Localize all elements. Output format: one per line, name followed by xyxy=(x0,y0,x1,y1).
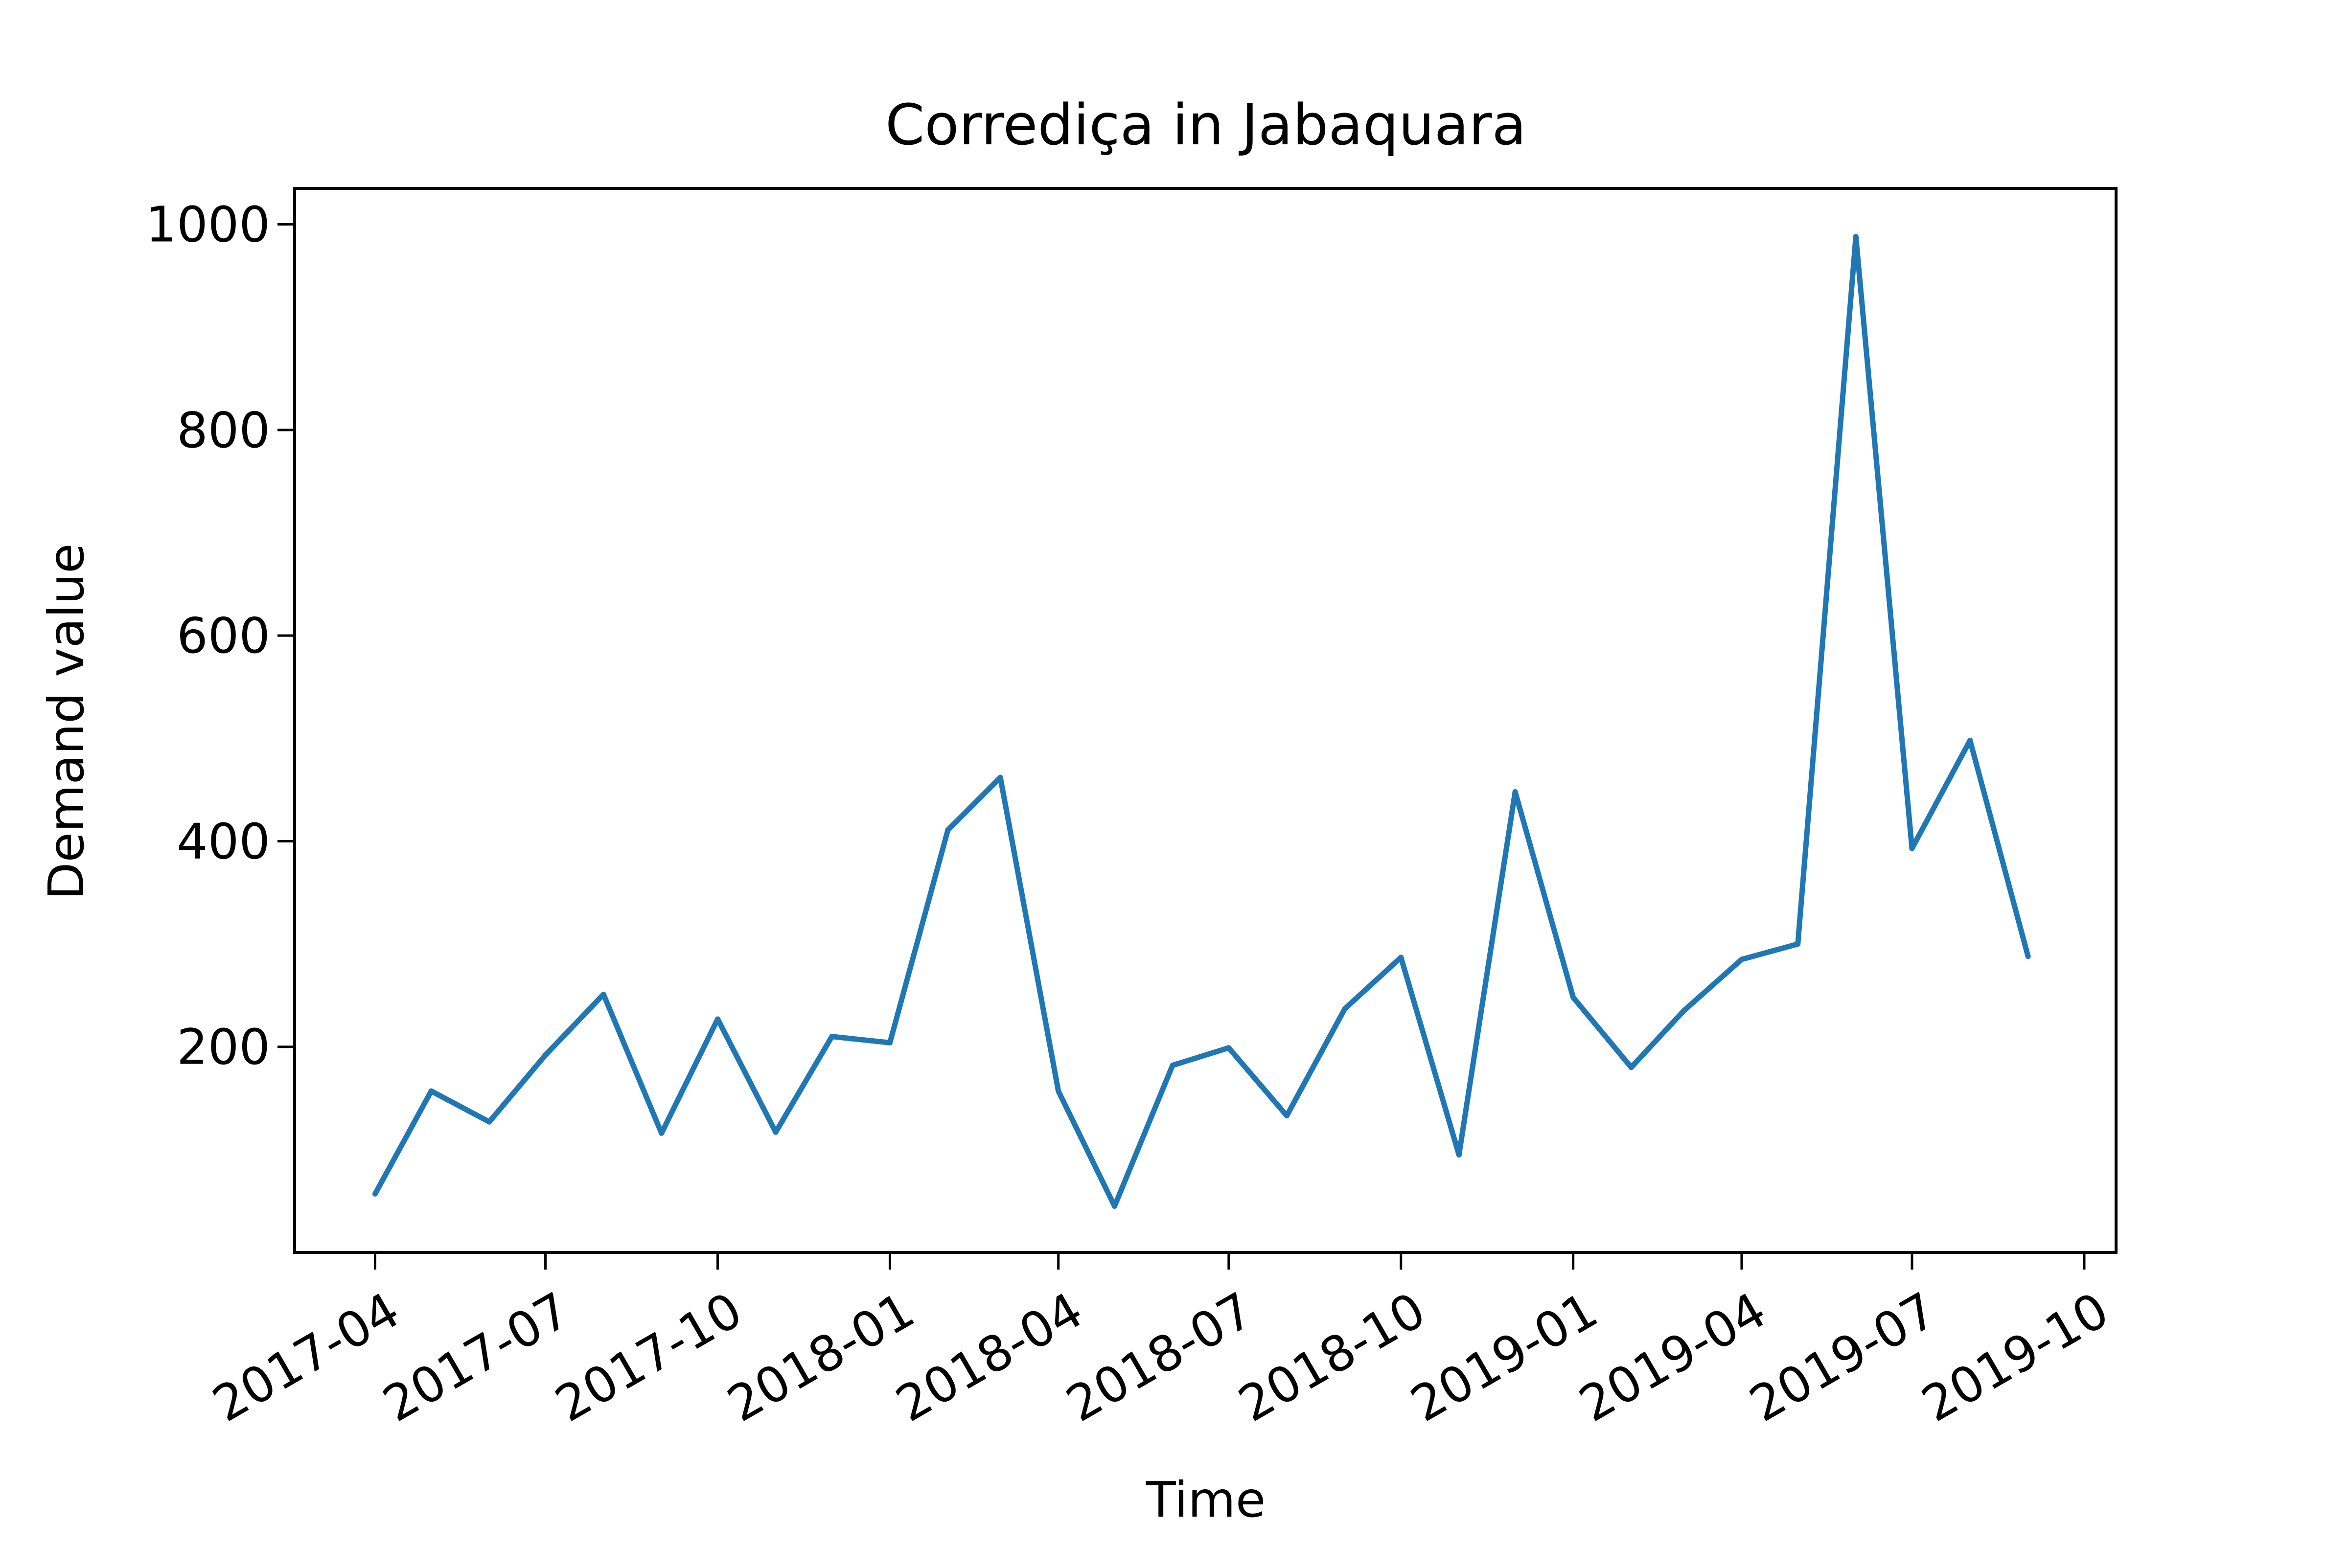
x-tick-label: 2017-07 xyxy=(373,1281,579,1433)
y-axis-label: Demand value xyxy=(38,543,95,900)
x-axis-label: Time xyxy=(1146,1471,1266,1528)
data-point xyxy=(715,1016,720,1022)
data-point xyxy=(372,1191,378,1197)
y-tick-label: 1000 xyxy=(146,196,271,253)
data-point xyxy=(1739,956,1745,962)
data-point xyxy=(1681,1008,1686,1014)
data-point xyxy=(1853,234,1859,240)
data-point xyxy=(1284,1113,1290,1118)
data-point xyxy=(1398,954,1404,960)
data-point xyxy=(1226,1045,1232,1051)
data-point xyxy=(600,992,606,997)
data-point xyxy=(1512,789,1518,795)
y-axis-ticks: 200 400 600 800 1000 xyxy=(146,196,295,1076)
y-tick-label: 800 xyxy=(177,402,270,459)
data-point xyxy=(1570,995,1576,1000)
x-tick-label: 2019-10 xyxy=(1912,1281,2118,1433)
data-point xyxy=(1112,1203,1117,1209)
chart-title: Corrediça in Jabaquara xyxy=(885,92,1526,158)
x-tick-label: 2017-04 xyxy=(203,1281,409,1433)
data-point xyxy=(945,827,951,833)
data-point xyxy=(1170,1063,1175,1068)
x-tick-label: 2018-10 xyxy=(1229,1281,1435,1433)
plot-area-frame xyxy=(293,187,2118,1254)
data-point xyxy=(2025,954,2031,959)
series-line xyxy=(372,234,2031,1209)
data-point xyxy=(659,1130,665,1136)
x-axis-ticks: 2017-042017-072017-102018-012018-042018-… xyxy=(203,1252,2118,1433)
data-point xyxy=(1056,1088,1061,1094)
data-point xyxy=(1628,1065,1634,1070)
series-layer xyxy=(372,234,2031,1209)
data-point xyxy=(829,1034,835,1040)
data-point xyxy=(486,1119,492,1125)
y-tick-label: 200 xyxy=(177,1019,270,1076)
data-point xyxy=(1909,845,1915,851)
data-point xyxy=(887,1040,893,1045)
data-point xyxy=(428,1088,434,1094)
y-tick-label: 400 xyxy=(177,813,270,870)
data-point xyxy=(543,1052,549,1058)
x-tick-label: 2019-04 xyxy=(1570,1281,1775,1433)
data-point xyxy=(773,1129,779,1135)
x-tick-label: 2018-04 xyxy=(887,1281,1092,1433)
data-point xyxy=(1342,1006,1348,1012)
data-point xyxy=(1456,1152,1462,1158)
data-point xyxy=(1967,738,1973,743)
y-tick-label: 600 xyxy=(177,607,270,664)
x-tick-label: 2019-07 xyxy=(1740,1281,1946,1433)
x-tick-label: 2018-07 xyxy=(1057,1281,1263,1433)
x-tick-label: 2018-01 xyxy=(718,1281,923,1433)
x-tick-label: 2017-10 xyxy=(546,1281,751,1433)
data-point xyxy=(1795,941,1801,947)
data-point xyxy=(997,774,1003,780)
x-tick-label: 2019-01 xyxy=(1402,1281,1607,1433)
